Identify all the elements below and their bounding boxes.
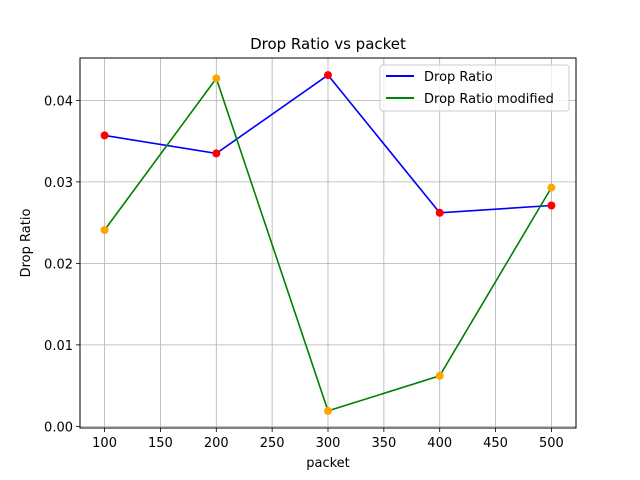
data-point-drop-ratio [100,131,109,140]
y-tick-label: 0.02 [44,257,73,272]
x-tick-label: 150 [148,436,173,451]
x-tick-label: 250 [260,436,285,451]
chart-title: Drop Ratio vs packet [250,35,406,53]
legend: Drop Ratio Drop Ratio modified [379,64,570,112]
x-tick-label: 400 [427,436,452,451]
axis-ticks: 100 150 200 250 300 350 400 450 500 0.00 0.01 0.02 0… [44,94,564,451]
data-point-drop-ratio [547,201,556,210]
legend-label-drop-ratio-modified: Drop Ratio modified [424,92,554,107]
data-point-drop-ratio [324,71,332,80]
data-point-drop-ratio [212,149,221,158]
x-tick-label: 100 [92,436,117,451]
x-tick-label: 450 [483,436,508,451]
data-point-drop-ratio-modified [324,406,332,415]
y-tick-label: 0.04 [44,94,73,109]
legend-label-drop-ratio: Drop Ratio [424,70,493,85]
data-point-drop-ratio-modified [435,371,444,380]
data-point-drop-ratio-modified [212,74,221,83]
x-tick-label: 500 [539,436,564,451]
data-point-drop-ratio-modified [100,226,109,234]
x-tick-label: 300 [316,436,341,451]
data-point-drop-ratio-modified [547,183,556,192]
data-point-drop-ratio [435,208,444,217]
x-tick-label: 350 [371,436,396,451]
y-tick-label: 0.01 [44,339,73,354]
y-tick-label: 0.03 [44,176,73,191]
x-axis-label: packet [306,456,350,471]
grid [80,58,576,428]
y-tick-label: 0.00 [44,420,73,435]
legend-box [379,64,570,112]
y-axis-label: Drop Ratio [19,209,34,278]
series-layer [100,71,556,415]
x-tick-label: 200 [204,436,229,451]
